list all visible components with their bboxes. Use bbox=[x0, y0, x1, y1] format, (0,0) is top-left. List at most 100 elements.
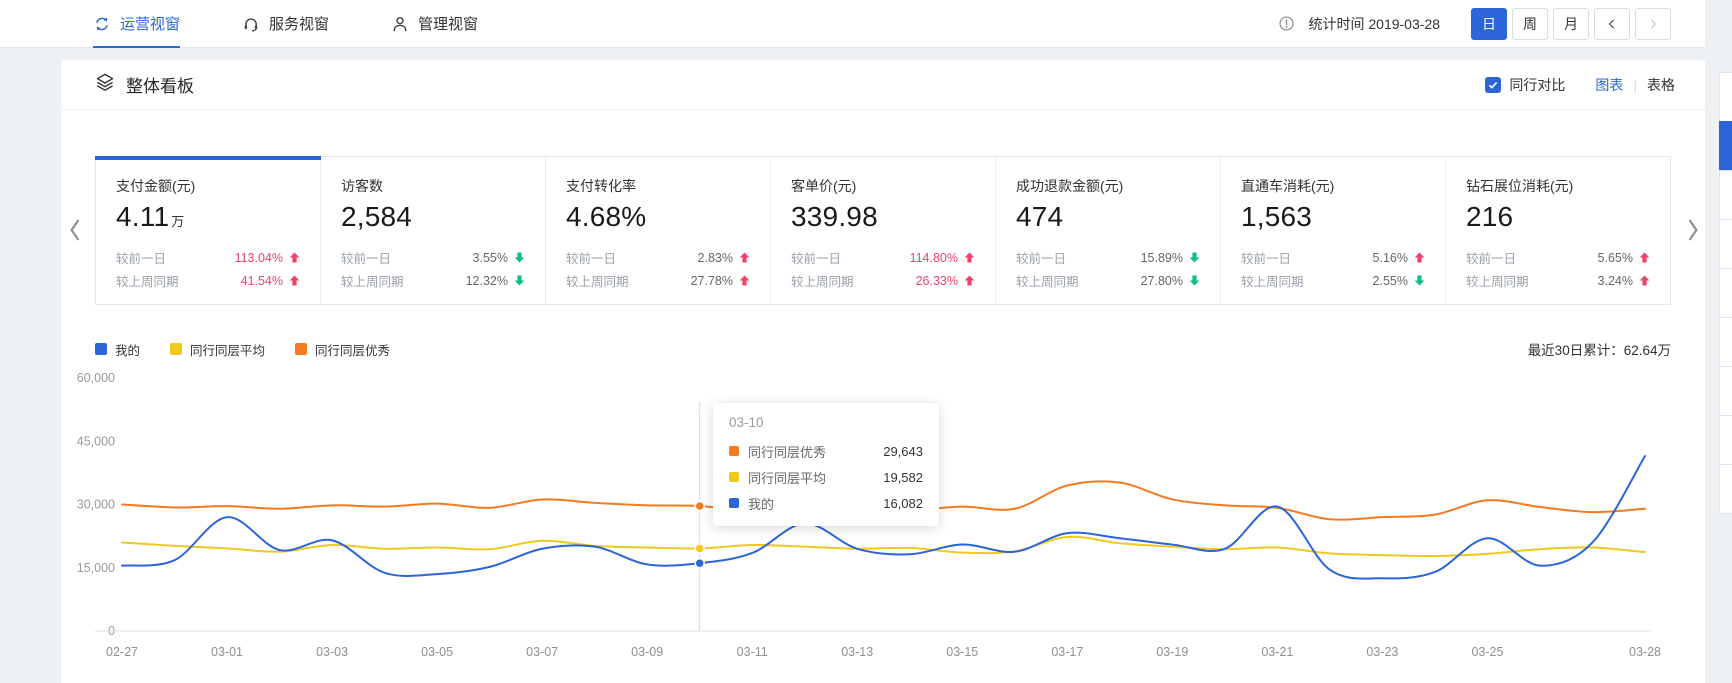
compare-label: 较前一日 bbox=[566, 252, 617, 266]
card-compare-row: 较前一日 2.83% bbox=[566, 246, 750, 269]
compare-label: 较上周同期 bbox=[791, 275, 854, 289]
card-value: 4.68% bbox=[566, 201, 647, 232]
tooltip-row: 同行同层平均 19,582 bbox=[729, 464, 923, 490]
svg-text:03-07: 03-07 bbox=[526, 645, 558, 659]
rail-box-4[interactable] bbox=[1719, 219, 1732, 269]
legend-item-peer-average[interactable]: 同行同层平均 bbox=[170, 340, 265, 359]
up-arrow-icon bbox=[1639, 252, 1650, 263]
card-compare-row: 较前一日 113.04% bbox=[116, 246, 300, 269]
rail-box-9[interactable] bbox=[1719, 464, 1732, 514]
svg-text:03-28: 03-28 bbox=[1629, 645, 1661, 659]
svg-text:03-11: 03-11 bbox=[737, 645, 768, 659]
metric-card-3[interactable]: 支付转化率 4.68% 较前一日 2.83% 较上周同期 27.78% bbox=[546, 157, 771, 304]
cards-prev-icon[interactable] bbox=[67, 216, 83, 249]
compare-value: 5.65% bbox=[1597, 250, 1633, 265]
tab-label: 管理视窗 bbox=[418, 16, 479, 33]
legend-swatch bbox=[95, 343, 107, 355]
peer-compare-checkbox[interactable] bbox=[1485, 76, 1502, 93]
user-icon bbox=[391, 15, 409, 33]
svg-text:60,000: 60,000 bbox=[77, 371, 115, 385]
layers-icon bbox=[95, 72, 115, 97]
svg-text:15,000: 15,000 bbox=[77, 561, 115, 575]
legend-label: 同行同层优秀 bbox=[315, 343, 391, 358]
compare-label: 较前一日 bbox=[116, 252, 167, 266]
svg-text:03-25: 03-25 bbox=[1471, 645, 1503, 659]
compare-label: 较前一日 bbox=[1016, 252, 1067, 266]
card-title: 直通车消耗(元) bbox=[1241, 178, 1335, 194]
tab-operations-view[interactable]: 运营视窗 bbox=[93, 0, 181, 48]
card-compare-row: 较上周同期 27.80% bbox=[1016, 269, 1200, 292]
down-arrow-icon bbox=[514, 252, 525, 263]
rail-box-5[interactable] bbox=[1719, 268, 1732, 318]
legend-swatch bbox=[170, 343, 183, 355]
metric-card-4[interactable]: 客单价(元) 339.98 较前一日 114.80% 较上周同期 26.33% bbox=[771, 157, 996, 304]
board-header-right: 同行对比 图表 | 表格 bbox=[1485, 75, 1675, 95]
tab-label: 服务视窗 bbox=[269, 16, 330, 33]
card-title: 访客数 bbox=[341, 178, 383, 194]
rail-box-6[interactable] bbox=[1719, 317, 1732, 367]
metric-card-5[interactable]: 成功退款金额(元) 474 较前一日 15.89% 较上周同期 27.80% bbox=[996, 157, 1221, 304]
last-30d-total-label: 最近30日累计：62.64万 bbox=[1527, 343, 1671, 358]
up-arrow-icon bbox=[289, 252, 300, 263]
compare-value: 114.80% bbox=[909, 250, 958, 265]
legend-item-peer-excellent[interactable]: 同行同层优秀 bbox=[295, 340, 390, 359]
compare-label: 较前一日 bbox=[341, 252, 392, 266]
card-title: 成功退款金额(元) bbox=[1016, 178, 1124, 194]
metric-card-1[interactable]: 支付金额(元) 4.11 万 较前一日 113.04% 较上周同期 41.54% bbox=[95, 156, 321, 304]
compare-value: 15.89% bbox=[1140, 250, 1183, 265]
svg-text:03-05: 03-05 bbox=[421, 645, 453, 659]
compare-value: 3.55% bbox=[472, 250, 508, 265]
rail-box-8[interactable] bbox=[1719, 415, 1732, 465]
peer-compare-label[interactable]: 同行对比 bbox=[1509, 76, 1566, 93]
card-title: 支付转化率 bbox=[566, 178, 636, 194]
period-week-button[interactable]: 周 bbox=[1512, 7, 1548, 40]
compare-value: 12.32% bbox=[465, 273, 508, 288]
cards-next-icon[interactable] bbox=[1685, 216, 1701, 249]
compare-value: 5.16% bbox=[1372, 250, 1408, 265]
period-day-button[interactable]: 日 bbox=[1471, 7, 1507, 40]
svg-text:03-19: 03-19 bbox=[1156, 645, 1188, 659]
date-prev-button[interactable] bbox=[1594, 7, 1630, 40]
rail-box-7[interactable] bbox=[1719, 366, 1732, 416]
compare-value: 27.80% bbox=[1140, 273, 1183, 288]
metric-cards-row: 支付金额(元) 4.11 万 较前一日 113.04% 较上周同期 41.54% … bbox=[95, 156, 1671, 305]
view-mode-chart[interactable]: 图表 bbox=[1595, 76, 1624, 93]
sync-icon bbox=[93, 15, 111, 33]
card-compare-row: 较前一日 15.89% bbox=[1016, 246, 1200, 269]
compare-label: 较前一日 bbox=[1466, 252, 1517, 266]
metric-card-2[interactable]: 访客数 2,584 较前一日 3.55% 较上周同期 12.32% bbox=[321, 157, 546, 304]
tab-service-view[interactable]: 服务视窗 bbox=[242, 0, 329, 48]
down-arrow-icon bbox=[1189, 252, 1200, 263]
metric-card-6[interactable]: 直通车消耗(元) 1,563 较前一日 5.16% 较上周同期 2.55% bbox=[1221, 157, 1446, 304]
up-arrow-icon bbox=[289, 275, 300, 286]
svg-text:03-03: 03-03 bbox=[316, 645, 348, 659]
compare-value: 113.04% bbox=[234, 250, 283, 265]
view-mode-table[interactable]: 表格 bbox=[1647, 76, 1675, 93]
compare-value: 2.83% bbox=[697, 250, 733, 265]
compare-label: 较上周同期 bbox=[1241, 275, 1304, 289]
up-arrow-icon bbox=[964, 252, 975, 263]
compare-value: 2.55% bbox=[1372, 273, 1408, 288]
compare-value: 41.54% bbox=[240, 273, 283, 288]
rail-box-1[interactable] bbox=[1719, 72, 1732, 122]
date-next-button[interactable] bbox=[1635, 7, 1671, 40]
card-value: 474 bbox=[1016, 201, 1064, 232]
card-value: 216 bbox=[1466, 201, 1514, 232]
card-compare-row: 较上周同期 27.78% bbox=[566, 269, 750, 292]
up-arrow-icon bbox=[739, 252, 750, 263]
down-arrow-icon bbox=[1414, 275, 1425, 286]
svg-text:03-17: 03-17 bbox=[1051, 645, 1083, 659]
up-arrow-icon bbox=[1414, 252, 1425, 263]
legend-item-mine[interactable]: 我的 bbox=[95, 340, 140, 359]
tab-management-view[interactable]: 管理视窗 bbox=[391, 0, 478, 48]
view-mode-divider: | bbox=[1633, 76, 1637, 93]
rail-box-3[interactable] bbox=[1719, 170, 1732, 220]
card-compare-row: 较上周同期 12.32% bbox=[341, 269, 525, 292]
card-title: 客单价(元) bbox=[791, 178, 857, 194]
metric-card-7[interactable]: 钻石展位消耗(元) 216 较前一日 5.65% 较上周同期 3.24% bbox=[1446, 157, 1670, 304]
rail-box-2[interactable] bbox=[1719, 121, 1732, 171]
period-month-button[interactable]: 月 bbox=[1553, 7, 1589, 40]
info-icon[interactable] bbox=[1278, 15, 1295, 32]
card-value: 339.98 bbox=[791, 201, 878, 232]
